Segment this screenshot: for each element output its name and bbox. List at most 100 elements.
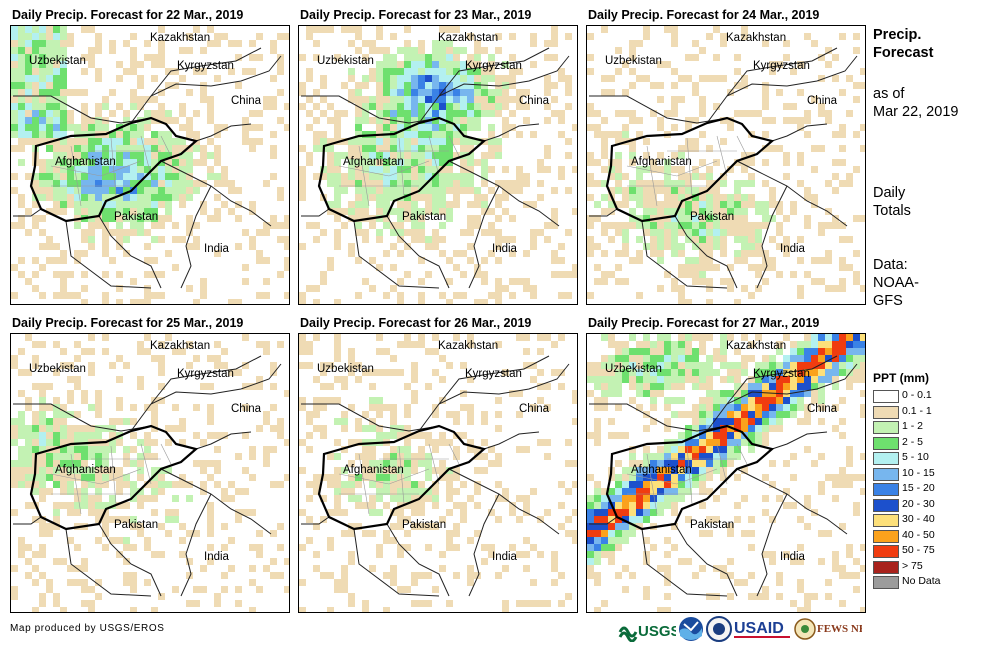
precip-cell — [853, 348, 860, 355]
precip-cell — [313, 334, 320, 341]
precip-cell — [587, 551, 594, 558]
precip-cell — [270, 572, 277, 579]
label-afghanistan: Afghanistan — [343, 156, 404, 168]
precip-cell — [25, 131, 32, 138]
precip-cell — [306, 516, 313, 523]
precip-cell — [425, 383, 432, 390]
precip-cell — [81, 159, 88, 166]
precip-cell — [116, 299, 123, 304]
precip-cell — [608, 173, 615, 180]
precip-cell — [299, 544, 306, 551]
precip-cell — [39, 292, 46, 299]
precip-cell — [439, 236, 446, 243]
precip-cell — [860, 348, 865, 355]
precip-cell — [25, 47, 32, 54]
precip-cell — [151, 404, 158, 411]
country-border — [195, 431, 252, 450]
precip-cell — [39, 229, 46, 236]
precip-cell — [25, 117, 32, 124]
precip-cell — [355, 96, 362, 103]
precip-cell — [18, 201, 25, 208]
label-uzbekistan: Uzbekistan — [29, 55, 86, 67]
precip-cell — [32, 61, 39, 68]
precip-cell — [306, 152, 313, 159]
precip-cell — [334, 376, 341, 383]
precip-cell — [825, 355, 832, 362]
precip-cell — [629, 376, 636, 383]
precip-cell — [39, 194, 46, 201]
precip-cell — [692, 264, 699, 271]
precip-cell — [193, 236, 200, 243]
precip-cell — [636, 201, 643, 208]
precip-cell — [46, 103, 53, 110]
precip-cell — [664, 495, 671, 502]
precip-cell — [622, 516, 629, 523]
precip-cell — [804, 131, 811, 138]
precip-cell — [783, 152, 790, 159]
precip-cell — [790, 362, 797, 369]
country-border — [674, 523, 738, 597]
precip-cell — [179, 47, 186, 54]
precip-cell — [179, 537, 186, 544]
precip-cell — [446, 117, 453, 124]
precip-cell — [692, 383, 699, 390]
precip-cell — [334, 502, 341, 509]
precip-cell — [734, 376, 741, 383]
label-kazakhstan: Kazakhstan — [726, 340, 787, 352]
precip-cell — [123, 173, 130, 180]
precip-cell — [804, 348, 811, 355]
precip-cell — [369, 446, 376, 453]
precip-cell — [671, 278, 678, 285]
precip-cell — [60, 278, 67, 285]
precip-cell — [467, 229, 474, 236]
precip-cell — [769, 362, 776, 369]
precip-cell — [685, 474, 692, 481]
precip-cell — [615, 348, 622, 355]
usaid-logo: USAID — [734, 615, 792, 643]
precip-cell — [629, 516, 636, 523]
precip-cell — [418, 572, 425, 579]
precip-cell — [615, 278, 622, 285]
precip-cell — [411, 362, 418, 369]
precip-cell — [671, 222, 678, 229]
precip-cell — [214, 250, 221, 257]
precip-cell — [151, 495, 158, 502]
precip-cell — [32, 516, 39, 523]
precip-cell — [186, 215, 193, 222]
precip-cell — [74, 292, 81, 299]
precip-cell — [762, 201, 769, 208]
precip-cell — [95, 47, 102, 54]
precip-cell — [650, 376, 657, 383]
precip-cell — [741, 110, 748, 117]
precip-cell — [825, 250, 832, 257]
precip-cell — [699, 481, 706, 488]
precip-cell — [685, 187, 692, 194]
precip-cell — [418, 75, 425, 82]
precip-cell — [657, 250, 664, 257]
precip-cell — [158, 488, 165, 495]
precip-cell — [608, 495, 615, 502]
precip-cell — [699, 208, 706, 215]
province-border — [428, 135, 440, 177]
precip-cell — [502, 236, 509, 243]
country-border — [180, 185, 212, 289]
precip-cell — [369, 565, 376, 572]
precip-cell — [474, 75, 481, 82]
precip-cell — [629, 481, 636, 488]
precip-cell — [551, 40, 558, 47]
precip-cell — [158, 481, 165, 488]
precip-cell — [348, 173, 355, 180]
precip-cell — [214, 131, 221, 138]
precip-cell — [467, 173, 474, 180]
precip-cell — [277, 54, 284, 61]
precip-cell — [151, 607, 158, 612]
precip-cell — [523, 173, 530, 180]
precip-cell — [116, 537, 123, 544]
precip-cell — [790, 208, 797, 215]
precip-cell — [685, 222, 692, 229]
precip-cell — [622, 537, 629, 544]
precip-cell — [727, 201, 734, 208]
precip-cell — [18, 75, 25, 82]
precip-cell — [502, 117, 509, 124]
precip-cell — [207, 26, 214, 33]
